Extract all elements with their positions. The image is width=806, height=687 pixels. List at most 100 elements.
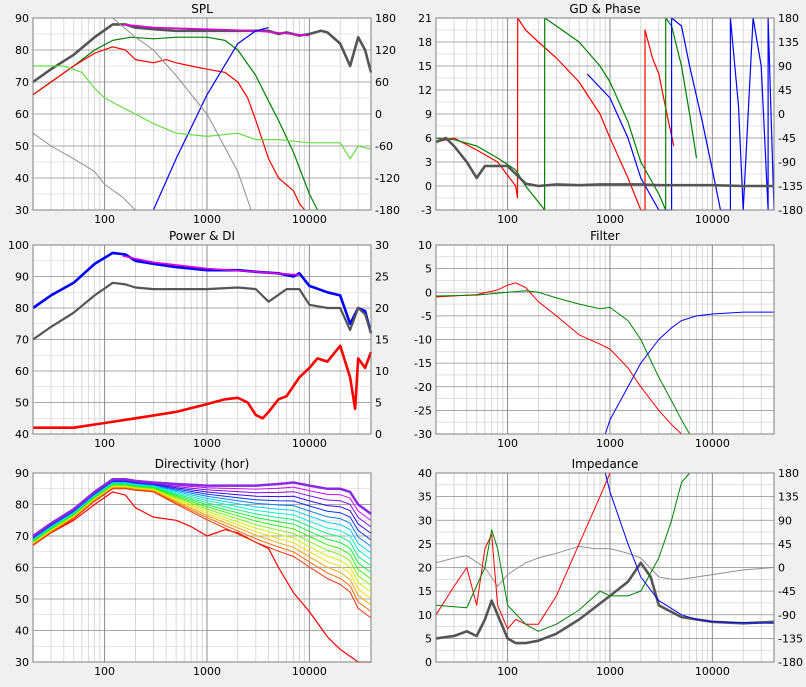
y2-tick-label: 25: [375, 271, 389, 284]
y-tick-label: 5: [425, 632, 432, 645]
y-tick-label: 90: [15, 12, 29, 25]
y2-tick-label: 120: [375, 44, 396, 57]
y-tick-label: 30: [15, 656, 29, 669]
panel-gd-phase: GD & Phase 100 1000 10000 21 18 15 12 9 6 3 0 -3 180 1…: [403, 0, 806, 228]
y-tick-label: 0: [425, 656, 432, 669]
series-line-0: [435, 282, 682, 435]
y2-tick-label: 180: [778, 467, 799, 480]
x-tick-label: 100: [497, 665, 518, 678]
y-tick-label: 40: [15, 172, 29, 185]
gd-phase-chart: GD & Phase 100 1000 10000 21 18 15 12 9 6 3 0 -3 180 1…: [418, 2, 803, 226]
y-tick-label: 6: [425, 132, 432, 145]
series-line-3: [33, 344, 373, 429]
y-tick-label: 50: [15, 593, 29, 606]
y2-tick-label: 0: [778, 562, 785, 575]
x-tick-label: 1000: [193, 665, 221, 678]
y2-tick-label: 5: [375, 397, 382, 410]
panel-impedance: Impedance 100 1000 10000 40 35 30 25 20 15 10 5 0 180…: [403, 455, 806, 683]
chart-title: Impedance: [572, 457, 639, 471]
x-tick-label: 10000: [292, 437, 327, 450]
y-tick-label: -20: [414, 381, 432, 394]
y-tick-label: 30: [418, 514, 432, 527]
directivity-angle-curve: [32, 488, 372, 619]
series-line-0: [435, 17, 675, 211]
y2-tick-label: -120: [375, 172, 400, 185]
series-line-1: [435, 17, 698, 211]
series-line-2: [435, 472, 611, 630]
y-tick-label: -30: [414, 428, 432, 441]
panel-spl: SPL 100 1000 10000 90 80 70 60 50 40 30 180 120 60 0 -6…: [0, 0, 403, 228]
y-tick-label: 21: [418, 12, 432, 25]
y-tick-label: 9: [425, 108, 432, 121]
series-line-2: [32, 281, 373, 341]
x-tick-label: 1000: [193, 437, 221, 450]
y2-tick-label: -90: [778, 609, 796, 622]
plot-border: [32, 17, 372, 211]
y2-tick-label: 135: [778, 491, 799, 504]
series-line-4: [604, 472, 775, 624]
chart-title: Filter: [590, 229, 620, 243]
y-tick-label: 15: [418, 585, 432, 598]
plot-border: [32, 472, 372, 663]
y-tick-label: 15: [418, 60, 432, 73]
y2-tick-label: -135: [778, 632, 803, 645]
y-tick-label: 60: [15, 562, 29, 575]
y2-tick-label: 180: [778, 12, 799, 25]
series-line-2: [586, 17, 775, 211]
y-tick-label: 100: [8, 239, 29, 252]
series-line-1: [435, 545, 775, 587]
y2-tick-label: 90: [778, 514, 792, 527]
y2-tick-label: -90: [778, 156, 796, 169]
y2-tick-label: 0: [375, 108, 382, 121]
x-tick-label: 1000: [596, 437, 624, 450]
directivity-on-axis: [32, 478, 372, 538]
y-tick-label: 70: [15, 530, 29, 543]
y-tick-label: 80: [15, 44, 29, 57]
x-tick-label: 10000: [695, 437, 730, 450]
y-tick-label: 30: [15, 204, 29, 217]
y-tick-label: 60: [15, 108, 29, 121]
series-line-1: [122, 255, 300, 276]
y2-tick-label: -45: [778, 132, 796, 145]
y-tick-label: 18: [418, 36, 432, 49]
x-tick-label: 10000: [695, 213, 730, 226]
series-line-1: [32, 491, 371, 663]
series-line-3: [435, 472, 690, 632]
y-tick-label: 12: [418, 84, 432, 97]
chart-title: SPL: [191, 2, 213, 16]
series-line-3: [435, 136, 774, 188]
chart-title: Power & DI: [169, 229, 235, 243]
x-tick-label: 100: [497, 213, 518, 226]
y2-tick-label: -180: [375, 204, 400, 217]
plot-border: [435, 17, 775, 211]
x-tick-label: 10000: [695, 665, 730, 678]
y-tick-label: 50: [15, 140, 29, 153]
y-tick-label: 80: [15, 302, 29, 315]
x-tick-label: 10000: [292, 213, 327, 226]
y-tick-label: 10: [418, 239, 432, 252]
x-tick-label: 100: [94, 437, 115, 450]
y2-tick-label: 20: [375, 302, 389, 315]
x-tick-label: 1000: [596, 665, 624, 678]
chart-title: Directivity (hor): [155, 457, 250, 471]
y2-tick-label: -45: [778, 585, 796, 598]
y-tick-label: 10: [418, 609, 432, 622]
y2-tick-label: 45: [778, 538, 792, 551]
panel-power-di: Power & DI 100 1000 10000 100 90 80 70 60 50 40 30 2…: [0, 228, 403, 455]
y2-tick-label: -180: [778, 204, 803, 217]
y2-tick-label: 0: [778, 108, 785, 121]
y2-tick-label: 15: [375, 334, 389, 347]
x-tick-label: 1000: [193, 213, 221, 226]
y-tick-label: -25: [414, 404, 432, 417]
series-line-2: [604, 311, 774, 435]
y2-tick-label: 180: [375, 12, 396, 25]
y2-tick-label: 90: [778, 60, 792, 73]
panel-filter: Filter 100 1000 10000 10 5 0 -5 -10 -15 -20 -25 -30: [403, 228, 806, 455]
y2-tick-label: 45: [778, 84, 792, 97]
y-tick-label: -15: [414, 357, 432, 370]
y-tick-label: 80: [15, 499, 29, 512]
y-tick-label: 90: [15, 467, 29, 480]
series-line-3: [32, 46, 306, 211]
